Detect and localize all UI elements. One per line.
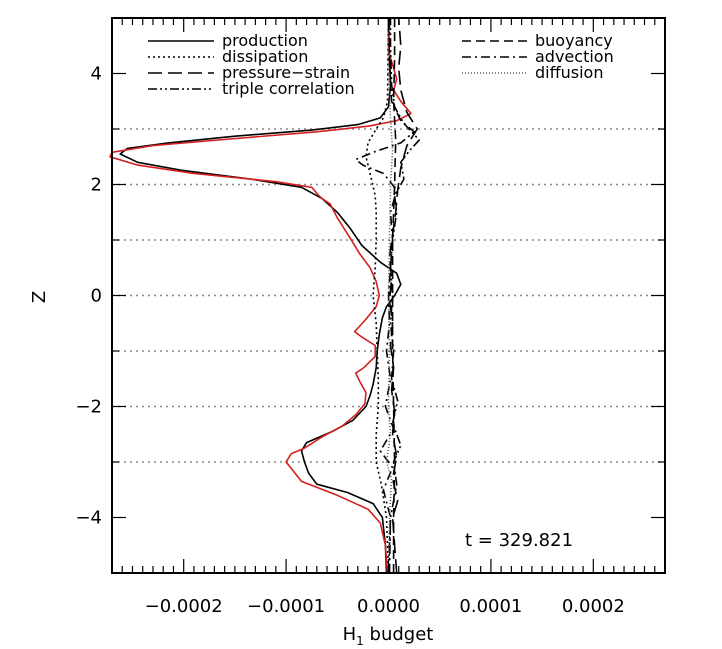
x-axis-title-main: H bbox=[343, 624, 357, 645]
data-curves bbox=[109, 17, 420, 574]
legend: productiondissipationpressure−straintrip… bbox=[148, 31, 614, 98]
x-tick-label: 0.0001 bbox=[459, 596, 522, 617]
series-line-pressure-strain bbox=[388, 17, 418, 574]
series-line-production bbox=[119, 17, 402, 574]
time-label: t = 329.821 bbox=[465, 530, 573, 551]
y-tick-label: −4 bbox=[75, 508, 102, 529]
y-tick-label: 4 bbox=[91, 64, 102, 85]
series-line-triple-correlation bbox=[387, 18, 420, 574]
series-line-advection bbox=[354, 18, 415, 574]
y-axis-title: Z bbox=[29, 291, 50, 303]
series-line-dissipation bbox=[365, 17, 390, 574]
legend-label-right: buoyancy bbox=[535, 31, 613, 50]
legend-label-right: diffusion bbox=[535, 63, 603, 82]
legend-label-left: production bbox=[222, 31, 308, 50]
x-axis-title-subscript: 1 bbox=[356, 634, 364, 648]
x-tick-label: 0.0002 bbox=[562, 596, 625, 617]
series-line-diffusion bbox=[385, 18, 394, 574]
legend-label-left: dissipation bbox=[222, 47, 308, 66]
legend-label-left: triple correlation bbox=[222, 79, 355, 98]
axis-ticks: −0.0002 −0.0001 0.0000 0.0001 0.0002 −4 −2 0 2 4 bbox=[75, 17, 665, 617]
y-tick-label: −2 bbox=[75, 397, 102, 418]
x-axis-title: H1 budget bbox=[343, 624, 434, 648]
x-axis-title-suffix: budget bbox=[364, 624, 434, 645]
series-line-buoyancy bbox=[391, 18, 397, 573]
y-tick-label: 2 bbox=[91, 175, 102, 196]
y-tick-label: 0 bbox=[91, 286, 102, 307]
x-tick-label: 0.0000 bbox=[357, 596, 420, 617]
legend-label-right: advection bbox=[535, 47, 614, 66]
series-line-red bbox=[109, 18, 412, 574]
x-tick-label: −0.0002 bbox=[145, 596, 223, 617]
legend-label-left: pressure−strain bbox=[222, 63, 350, 82]
x-tick-label: −0.0001 bbox=[247, 596, 325, 617]
